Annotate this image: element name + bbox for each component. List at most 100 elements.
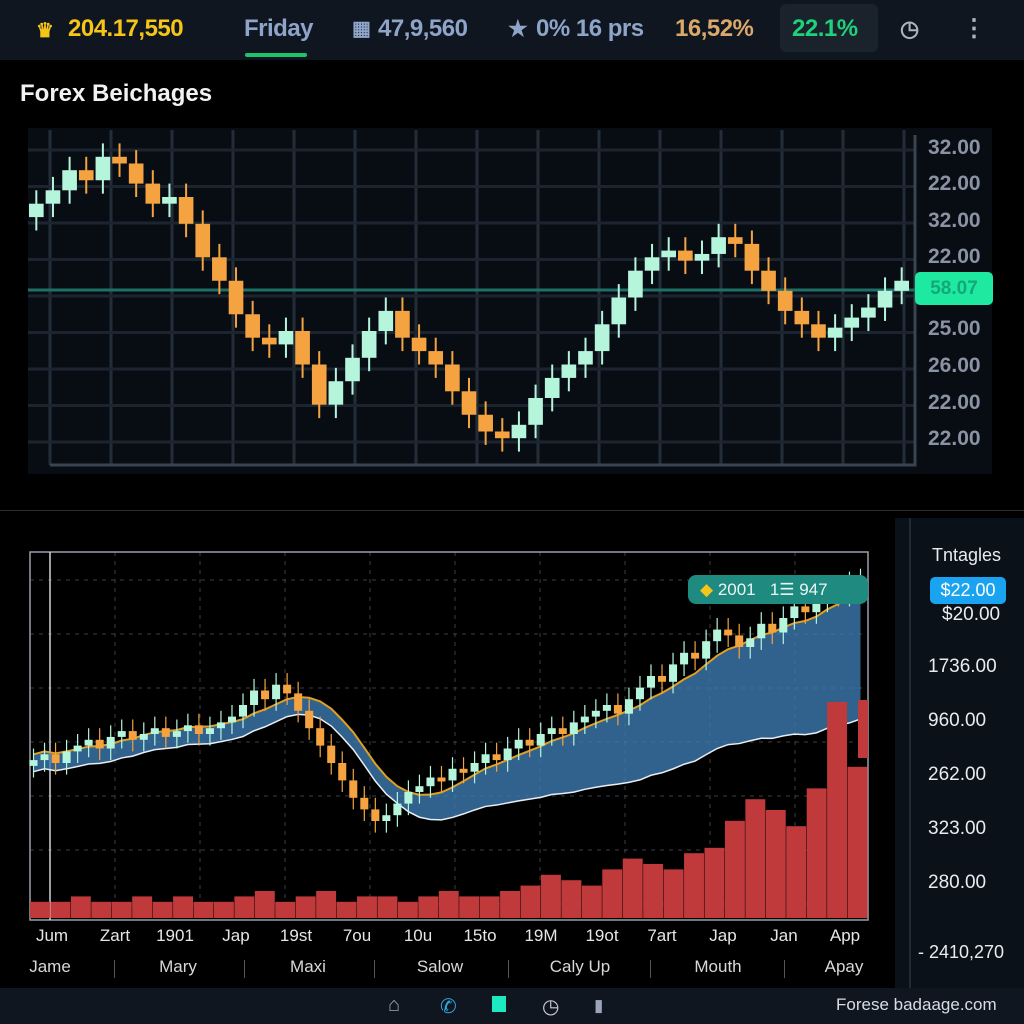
volume-bar xyxy=(254,891,275,918)
footer-site[interactable]: Forese badaage.com xyxy=(836,995,997,1014)
clock-icon[interactable]: ◷ xyxy=(542,996,560,1018)
tab-friday[interactable]: Friday xyxy=(244,15,314,42)
volume-bar xyxy=(806,788,827,918)
candle xyxy=(611,297,627,325)
footer xyxy=(0,988,1024,1024)
candle xyxy=(494,431,510,439)
calendar-icon[interactable]: ▮ xyxy=(594,996,604,1015)
tooltip-b: 1☰ 947 xyxy=(769,580,828,599)
candle xyxy=(644,257,660,271)
page-title: Forex Beichages xyxy=(20,80,213,107)
candle xyxy=(194,725,203,734)
x-tick-label: 7art xyxy=(647,926,677,945)
candle xyxy=(161,728,170,737)
candle xyxy=(45,190,61,204)
candle xyxy=(713,629,722,642)
pct-green-box[interactable] xyxy=(780,4,878,52)
volume-bar xyxy=(234,896,255,918)
x-tick-label: Zart xyxy=(99,926,131,945)
volume-bar xyxy=(663,869,684,918)
candle xyxy=(404,792,413,804)
crown-icon: ♛ xyxy=(36,20,54,42)
candle xyxy=(128,163,144,184)
candle xyxy=(106,736,115,749)
candle xyxy=(746,638,755,647)
candle xyxy=(216,722,225,729)
candle xyxy=(861,307,876,318)
phone-icon[interactable]: ✆ xyxy=(440,996,457,1018)
volume-bar xyxy=(765,810,786,918)
more-vertical-icon[interactable]: ⋮ xyxy=(962,15,986,42)
candle xyxy=(51,754,60,763)
candle xyxy=(511,424,527,439)
tab-jame[interactable]: Jame xyxy=(29,957,71,976)
tab-separator xyxy=(650,960,651,978)
volume-bar xyxy=(50,901,71,918)
candle xyxy=(646,676,655,688)
volume-bar xyxy=(827,702,848,918)
x-tick-label: App xyxy=(829,926,861,945)
candle xyxy=(790,606,799,618)
right-sub-value: $20.00 xyxy=(942,604,1001,625)
candle xyxy=(811,324,826,338)
candle xyxy=(478,414,493,432)
volume-bar xyxy=(295,896,316,918)
candle xyxy=(694,253,710,261)
candle xyxy=(294,693,303,711)
candle xyxy=(558,728,567,734)
band-lower-line xyxy=(33,713,861,821)
tab-separator xyxy=(374,960,375,978)
right-badge[interactable]: $22.00 xyxy=(930,577,1006,604)
tab-mary[interactable]: Mary xyxy=(159,957,197,976)
candle xyxy=(305,710,314,729)
tab-mouth[interactable]: Mouth xyxy=(694,957,742,976)
tab-apay[interactable]: Apay xyxy=(824,957,864,976)
square-icon[interactable] xyxy=(492,996,506,1012)
volume-bar xyxy=(336,901,357,918)
candle xyxy=(727,237,743,244)
clock-icon[interactable]: ◷ xyxy=(900,16,919,41)
candle xyxy=(29,760,38,766)
y-tick-label: 22.00 xyxy=(928,172,981,195)
candle xyxy=(470,763,479,772)
candle xyxy=(393,803,402,816)
y-tick-label: 26.00 xyxy=(928,354,981,377)
axis-line xyxy=(50,135,917,467)
volume-bar xyxy=(684,853,704,918)
price-chart[interactable] xyxy=(0,0,1024,500)
band-area xyxy=(33,592,861,820)
right-level-label: 262.00 xyxy=(928,764,987,785)
volume-bar xyxy=(91,901,112,918)
candle xyxy=(73,745,82,752)
balance-value: 204.17,550 xyxy=(68,15,184,42)
candle xyxy=(195,223,211,258)
tab-caly-up[interactable]: Caly Up xyxy=(549,957,611,976)
candle xyxy=(777,290,793,311)
volume-bar xyxy=(602,869,623,918)
candle xyxy=(602,705,611,711)
candle xyxy=(894,280,909,291)
volume-bar xyxy=(316,891,337,918)
candle xyxy=(128,731,137,740)
tab-maxi[interactable]: Maxi xyxy=(290,957,326,976)
volume-bar xyxy=(459,896,480,918)
volume-spike xyxy=(858,700,868,758)
candle xyxy=(250,690,259,705)
home-icon[interactable]: ⌂ xyxy=(388,994,401,1016)
candle xyxy=(29,203,44,218)
candle xyxy=(84,739,93,746)
candle xyxy=(481,754,490,763)
candle xyxy=(261,690,270,700)
candle xyxy=(145,183,161,204)
volume-bar xyxy=(581,885,602,918)
y-tick-label: 22.00 xyxy=(928,245,981,268)
right-bottom-value: - 2410,270 xyxy=(918,942,1005,962)
candle xyxy=(316,728,325,746)
tab-salow[interactable]: Salow xyxy=(416,957,464,976)
volume-bar xyxy=(520,885,541,918)
x-tick-label: 10u xyxy=(403,926,433,945)
x-tick-label: Jap xyxy=(222,926,250,945)
pct-orange: 16,52% xyxy=(675,15,754,42)
candle xyxy=(239,705,248,717)
